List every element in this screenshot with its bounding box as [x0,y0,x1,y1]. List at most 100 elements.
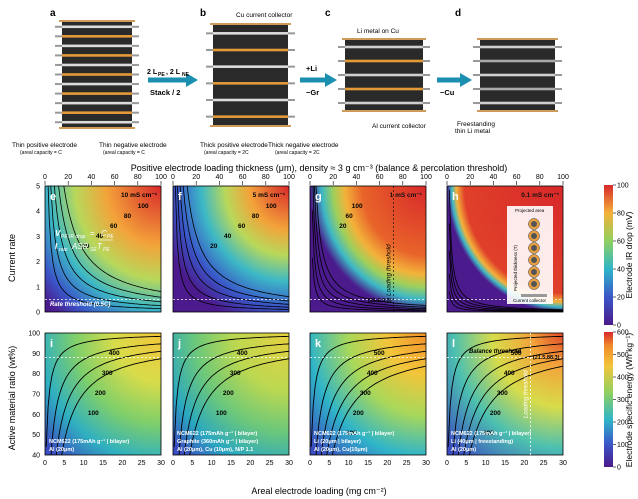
panel-frame [309,332,427,456]
formula-v: V [55,229,61,238]
contour-label: 400 [504,370,515,377]
ir-contour-line [47,186,161,309]
cell-description: Li (20μm | bilayer) [314,439,361,445]
cell-description: Al (20μm) [451,447,476,453]
ir-drop-row: e 10 mS cm⁻¹ 100 80 60 40 20 Rate threshold (0.… [44,185,564,313]
bottom-tick-label: 20 [118,460,126,467]
panel-frame [172,332,290,456]
bottom-axis-label: Areal electrode loading (mg cm⁻²) [251,486,386,496]
energy-contour-line [468,365,563,455]
contour-label: 200 [353,410,364,417]
ir-contour-line [311,210,426,311]
energy-contour-line [331,365,426,455]
energy-contour-line [463,358,563,455]
row1-ytick-label: 5 [36,184,40,191]
cell-description: Al (20μm), Cu (10μm), N/P 1.1 [177,447,253,453]
ir-colorbar-label: Electrode IR drop (mV) [624,211,634,298]
svg-text:PE: PE [103,247,110,253]
bottom-tick-label: 25 [266,460,274,467]
panel-frame [172,185,290,313]
row2-ytick-label: 60 [32,412,40,419]
row2-ytick-label: 50 [32,432,40,439]
panel-letter-d: d [455,8,461,19]
bottom-tick-label: 0 [445,460,449,467]
energy-contour-line [189,358,289,455]
row1-ylabel: Current rate [7,234,17,282]
bottom-tick-label: 5 [464,460,468,467]
panel-letter: l [452,338,455,350]
ir-contour-line [174,186,289,310]
ir-contour-line [63,186,161,292]
energy-contour-line [61,358,161,455]
row1-ytick-label: 1 [36,284,40,291]
cb1-tick-label: 40 [617,267,625,274]
top-tick-label: 40 [88,174,96,181]
contour-label: 400 [237,350,248,357]
top-tick-label: 40 [490,174,498,181]
energy-row: 400 300 200 100 i NCM622 (175mAh g⁻¹ | bilaye… [44,332,564,456]
bottom-tick-label: 10 [80,460,88,467]
panel-letter: h [452,191,459,203]
arrow-ab-bottom: Stack / 2 [150,88,180,97]
panel-heatmap [447,333,563,455]
contour-label: 20 [82,243,90,250]
panel-e: e 10 mS cm⁻¹ 100 80 60 40 20 Rate threshold (0.… [44,185,162,313]
energy-colorbar-ticks: 0 100 200 300 400 500 600 [613,330,629,472]
panel-f: f 5 mS cm⁻¹ 100 80 60 40 20 [172,185,290,313]
contour-label: 200 [223,390,234,397]
bottom-tick-label: 15 [501,460,509,467]
contour-label: 300 [102,370,113,377]
row1-ytick-label: 0 [36,310,40,317]
top-tick-label: 100 [557,174,569,181]
ir-contour-line [315,186,426,306]
contour-label: 300 [230,370,241,377]
top-axis-label: Positive electrode loading thickness (μm… [131,163,508,173]
row2-ylabel: Active material ratio (wt%) [7,346,17,451]
ir-contour-line [311,257,426,312]
energy-contour-line [326,358,426,455]
top-tick-label: 0 [445,174,449,181]
arrow-ab-top2: , 2 L [166,69,181,76]
stack-a [55,20,139,129]
bottom-tick-label: 10 [482,460,490,467]
panel-letter-a: a [50,8,56,19]
bottom-tick-label: 20 [520,460,528,467]
ir-contour-line [50,186,161,306]
svg-text:ASR: ASR [71,242,89,251]
svg-text:rate: rate [59,247,68,253]
panel-heatmap [310,333,426,455]
cell-description: NCM622 (175mAh g⁻¹ | bilayer) [49,438,129,445]
row2-ytick-label: 40 [32,453,40,460]
caption-b2b: (areal capacity = 2C [275,150,320,156]
contour-label: 20 [339,223,347,230]
panel-heatmap [173,333,289,455]
svg-text:PE: PE [158,72,165,78]
energy-colorbar [604,332,613,467]
panel-l: 500 400 300 200 100 l NCM622 (175mAh g⁻¹ | bil… [446,332,564,456]
contour-label: 200 [95,390,106,397]
stack-b [206,23,295,127]
ir-contour-line [313,186,426,308]
caption-a1: Thin positive electrode [12,142,77,149]
cb1-tick-label: 0 [617,323,621,330]
contour-label: 100 [352,203,363,210]
bottom-tick-label: 25 [403,460,411,467]
row2-ytick-label: 70 [32,392,40,399]
bottom-tick-label: 30 [285,460,293,467]
bottom-tick-label: 0 [308,460,312,467]
energy-contour-line [50,343,161,455]
svg-text:=: = [90,229,95,238]
stack-c [338,38,430,112]
row1-ytick-label: 4 [36,209,40,216]
ir-contour-line [448,250,563,312]
panel-letter-c: c [325,8,331,19]
svg-text:PE: PE [107,234,114,240]
svg-text:T: T [97,242,103,251]
cell-description: Al (20μm), Cu(10μm) [314,447,368,453]
contour-label: 300 [497,390,508,397]
caption-c-bottom: Al current collector [372,123,427,130]
bottom-tick-label: 5 [327,460,331,467]
bottom-tick-label: 10 [208,460,216,467]
contour-label: 100 [138,203,149,210]
